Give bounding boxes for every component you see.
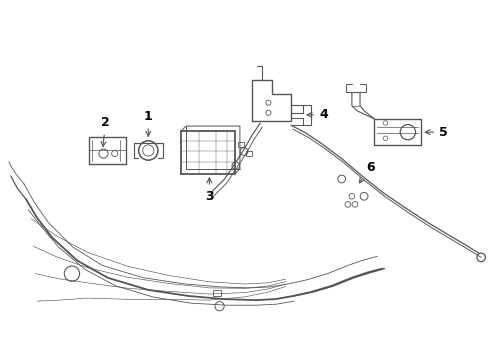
Text: 4: 4	[307, 108, 328, 121]
Text: 6: 6	[359, 161, 374, 183]
Text: 3: 3	[205, 178, 214, 203]
Text: 5: 5	[425, 126, 448, 139]
Bar	[246, 151, 252, 156]
Bar	[238, 142, 245, 148]
Bar	[214, 291, 220, 296]
Text: 1: 1	[144, 111, 153, 136]
Text: 2: 2	[101, 117, 110, 147]
